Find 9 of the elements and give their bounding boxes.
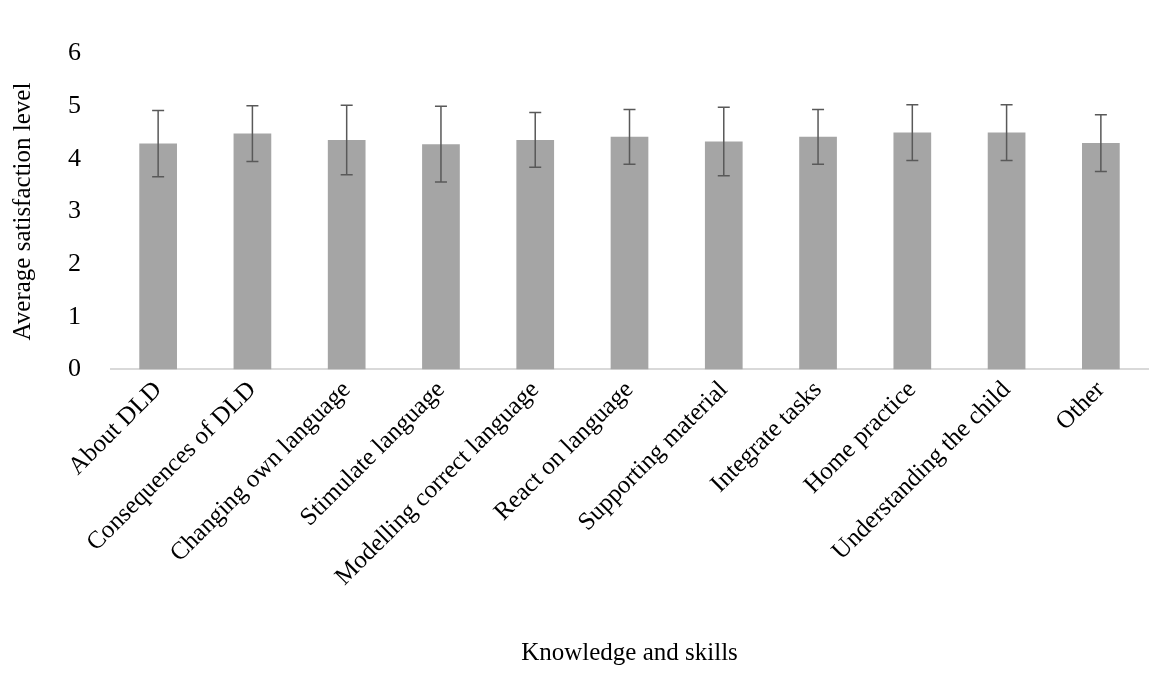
y-tick-label: 4	[68, 142, 81, 172]
y-tick-label: 0	[68, 353, 81, 383]
y-tick-label: 5	[68, 90, 81, 120]
y-tick-label: 1	[68, 300, 81, 330]
y-tick-label: 3	[68, 195, 81, 225]
y-tick-label: 2	[68, 247, 81, 277]
y-axis-title: Average satisfaction level	[7, 82, 35, 341]
y-tick-label: 6	[68, 37, 81, 67]
x-axis-title: Knowledge and skills	[521, 637, 738, 665]
